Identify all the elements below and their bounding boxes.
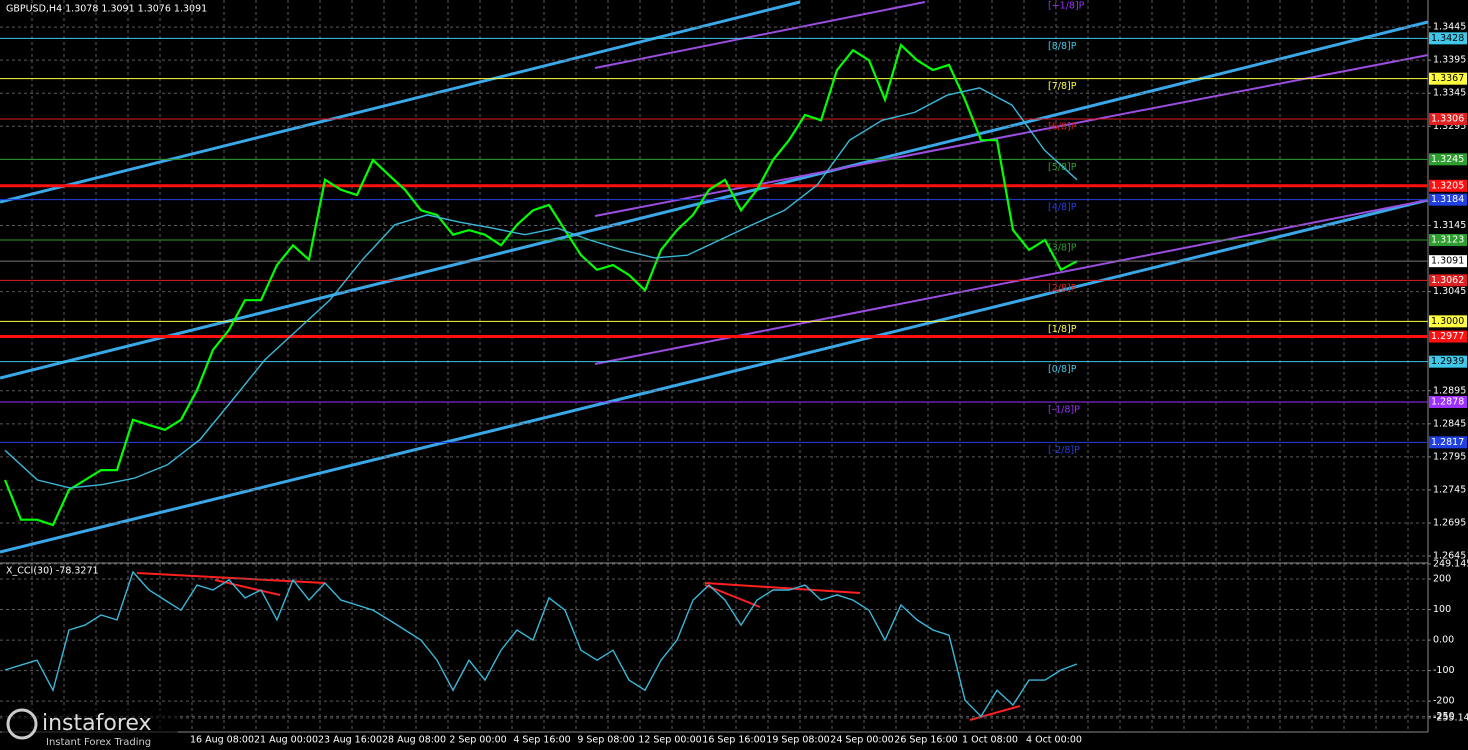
price-box	[1429, 330, 1467, 343]
price-box-label: 1.2939	[1431, 356, 1464, 367]
price-box	[1429, 436, 1467, 449]
y-tick-label: 1.3045	[1433, 286, 1466, 297]
price-box	[1429, 32, 1467, 45]
indicator-title: X_CCI(30) -78.3271	[6, 566, 99, 577]
price-box	[1429, 255, 1467, 268]
x-tick-label: 1 Oct 08:00	[962, 735, 1018, 746]
y-tick-label: 1.3145	[1433, 220, 1466, 231]
level-label: [4/8]P	[1048, 202, 1077, 213]
level-label: [2/8]P	[1048, 283, 1077, 294]
price-box	[1429, 234, 1467, 247]
price-box-label: 1.3091	[1431, 256, 1464, 267]
y-tick-label: -100	[1433, 665, 1455, 676]
price-box-label: 1.2878	[1431, 396, 1464, 407]
watermark-brand: instaforex	[42, 711, 152, 736]
price-box	[1429, 113, 1467, 126]
x-tick-label: 16 Sep 16:00	[702, 735, 765, 746]
y-tick-label: 1.2695	[1433, 517, 1466, 528]
level-label: [8/8]P	[1048, 41, 1077, 52]
channel-line	[0, 198, 1429, 554]
y-tick-label: 1.3345	[1433, 88, 1466, 99]
price-box-label: 1.2977	[1431, 331, 1464, 342]
price-box-label: 1.3205	[1431, 180, 1464, 191]
series-line	[3, 42, 1078, 527]
price-box-label: 1.2817	[1431, 437, 1464, 448]
x-tick-label: 28 Aug 08:00	[382, 735, 446, 746]
x-tick-label: 4 Sep 16:00	[513, 735, 570, 746]
channel-line	[594, 1, 926, 69]
y-tick-label: -250	[1433, 711, 1455, 722]
price-box	[1429, 179, 1467, 192]
price-box	[1429, 72, 1467, 85]
y-tick-label: 1.2895	[1433, 385, 1466, 396]
y-tick-label: 1.2845	[1433, 418, 1466, 429]
level-label: [+1/8]P	[1048, 1, 1085, 12]
x-tick-label: 4 Oct 00:00	[1026, 735, 1082, 746]
y-tick-label: 200	[1433, 574, 1451, 585]
level-label: [1/8]P	[1048, 324, 1077, 335]
chart-title: GBPUSD,H4 1.3078 1.3091 1.3076 1.3091	[6, 4, 207, 15]
y-tick-label: 1.2745	[1433, 484, 1466, 495]
price-box-label: 1.3184	[1431, 194, 1464, 205]
y-tick-label: 249.1455	[1433, 559, 1468, 570]
y-tick-label: 1.2795	[1433, 451, 1466, 462]
price-box-label: 1.3123	[1431, 235, 1464, 246]
level-label: [3/8]P	[1048, 243, 1077, 254]
price-box-label: 1.3428	[1431, 33, 1464, 44]
x-tick-label: 16 Aug 08:00	[190, 735, 254, 746]
y-tick-label: 1.2645	[1433, 551, 1466, 562]
y-tick-label: 1.3295	[1433, 121, 1466, 132]
y-tick-label: 1.3445	[1433, 22, 1466, 33]
x-tick-label: 24 Sep 00:00	[830, 735, 893, 746]
y-tick-label: 100	[1433, 604, 1451, 615]
channel-line	[0, 0, 801, 204]
x-tick-label: 19 Sep 08:00	[766, 735, 829, 746]
level-label: [0/8]P	[1048, 364, 1077, 375]
watermark: instaforex Instant Forex Trading	[2, 705, 178, 749]
price-box	[1429, 355, 1467, 368]
price-box-label: 1.3306	[1431, 114, 1464, 125]
series-line	[4, 570, 1078, 718]
level-label: [-1/8]P	[1048, 404, 1080, 415]
price-box-label: 1.3245	[1431, 154, 1464, 165]
x-tick-label: 2 Sep 00:00	[449, 735, 506, 746]
x-tick-label: 26 Sep 16:00	[894, 735, 957, 746]
divergence-line	[704, 584, 761, 608]
x-tick-label: 9 Sep 08:00	[577, 735, 634, 746]
price-box-label: 1.3062	[1431, 275, 1464, 286]
x-tick-label: 21 Aug 00:00	[254, 735, 318, 746]
y-tick-label: -255.149	[1433, 713, 1468, 724]
price-box	[1429, 315, 1467, 328]
price-box	[1429, 153, 1467, 166]
divergence-line	[704, 582, 861, 594]
price-box-label: 1.3000	[1431, 316, 1464, 327]
series-line	[4, 87, 1078, 489]
x-tick-label: 23 Aug 16:00	[318, 735, 382, 746]
watermark-logo	[6, 708, 38, 740]
watermark-tagline: Instant Forex Trading	[46, 737, 151, 748]
price-box	[1429, 274, 1467, 287]
x-tick-label: 12 Sep 00:00	[638, 735, 701, 746]
price-box	[1429, 193, 1467, 206]
level-label: [7/8]P	[1048, 81, 1077, 92]
level-label: [6/8]P	[1048, 122, 1077, 133]
level-label: [-2/8]P	[1048, 445, 1080, 456]
y-tick-label: -200	[1433, 696, 1455, 707]
price-box-label: 1.3367	[1431, 73, 1464, 84]
vertical-grid	[31, 0, 1409, 732]
channel-line	[594, 54, 1429, 217]
y-tick-label: 0.00	[1433, 635, 1454, 646]
y-tick-label: 1.3395	[1433, 55, 1466, 66]
price-box	[1429, 395, 1467, 408]
